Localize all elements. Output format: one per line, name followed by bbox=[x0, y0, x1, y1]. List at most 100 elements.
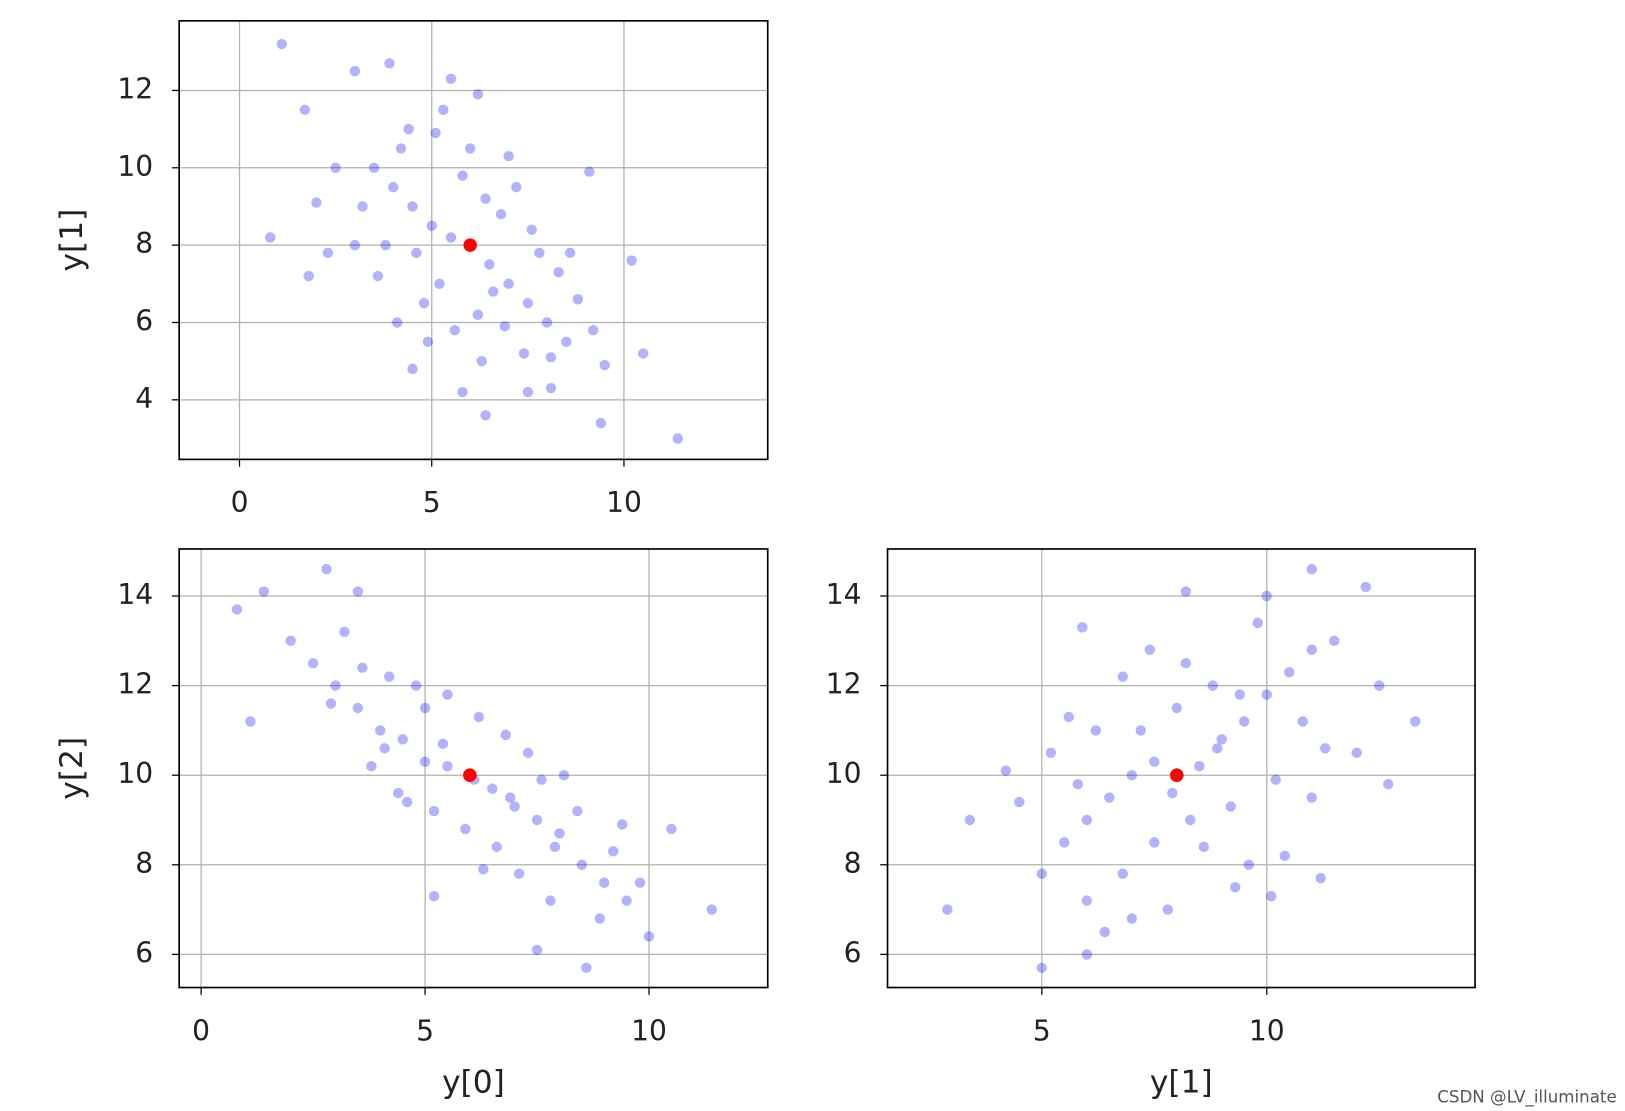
point bbox=[445, 73, 457, 85]
point bbox=[561, 336, 572, 348]
panel: 5 10 6 8 10 12 14 y[1] bbox=[826, 548, 1476, 1100]
point bbox=[401, 796, 413, 808]
point bbox=[1360, 581, 1371, 593]
point bbox=[1126, 769, 1138, 781]
point bbox=[1117, 868, 1129, 879]
axes-frame bbox=[886, 548, 1476, 989]
axes-frame bbox=[178, 20, 769, 461]
point bbox=[1149, 837, 1160, 848]
point bbox=[1225, 801, 1236, 812]
point bbox=[322, 247, 334, 259]
point bbox=[1185, 814, 1196, 826]
point bbox=[545, 352, 557, 363]
point bbox=[1198, 841, 1209, 853]
point bbox=[349, 239, 361, 251]
point bbox=[1180, 657, 1191, 669]
point bbox=[442, 689, 453, 700]
point bbox=[1320, 743, 1331, 754]
axes-frame bbox=[178, 548, 769, 989]
point bbox=[434, 278, 445, 290]
point bbox=[522, 386, 534, 398]
point bbox=[321, 563, 332, 575]
point bbox=[621, 895, 632, 906]
point bbox=[499, 321, 510, 332]
point bbox=[1167, 787, 1178, 799]
point bbox=[1171, 702, 1182, 714]
point bbox=[1072, 778, 1084, 790]
point bbox=[491, 841, 502, 853]
point bbox=[422, 336, 434, 348]
point bbox=[366, 761, 377, 772]
point bbox=[1170, 768, 1184, 782]
point bbox=[503, 150, 514, 162]
x-tick-label: 10 bbox=[606, 486, 642, 519]
point bbox=[518, 348, 530, 359]
point bbox=[1230, 881, 1241, 893]
point bbox=[1266, 890, 1277, 902]
point bbox=[445, 232, 457, 243]
point bbox=[357, 662, 368, 673]
point bbox=[1104, 792, 1115, 803]
point bbox=[553, 267, 564, 278]
point bbox=[391, 317, 403, 328]
point bbox=[534, 247, 545, 259]
point bbox=[397, 734, 408, 745]
point bbox=[1306, 563, 1317, 575]
point bbox=[536, 774, 547, 785]
point bbox=[1212, 743, 1223, 754]
x-tick-label: 0 bbox=[231, 486, 249, 519]
figure: CSDN @LV_illuminate 0 5 10 4 6 8 10 12 y[1] 0 5 10 6… bbox=[54, 20, 1617, 1107]
x-tick-label: 5 bbox=[423, 486, 441, 519]
point bbox=[599, 877, 610, 888]
point bbox=[380, 239, 391, 251]
point bbox=[1135, 725, 1147, 736]
point bbox=[587, 325, 599, 336]
point bbox=[426, 220, 437, 232]
point bbox=[488, 286, 499, 297]
point bbox=[1194, 761, 1205, 772]
y-axis-label: y[1] bbox=[54, 209, 90, 272]
point bbox=[584, 166, 595, 177]
point bbox=[245, 716, 256, 727]
x-tick-label: 10 bbox=[1249, 1014, 1285, 1047]
point bbox=[1374, 680, 1385, 691]
point bbox=[1284, 666, 1295, 678]
point bbox=[407, 363, 418, 375]
point bbox=[449, 325, 461, 336]
point bbox=[595, 417, 607, 429]
point bbox=[1207, 680, 1218, 691]
point bbox=[1279, 850, 1290, 862]
point bbox=[706, 904, 717, 915]
y-tick-label: 6 bbox=[135, 304, 153, 337]
point bbox=[500, 729, 511, 741]
point bbox=[1117, 671, 1129, 682]
point bbox=[1180, 586, 1191, 597]
point bbox=[964, 814, 976, 826]
point bbox=[457, 170, 468, 181]
point bbox=[541, 317, 553, 328]
point bbox=[411, 247, 422, 259]
y-tick-label: 12 bbox=[117, 668, 153, 701]
point bbox=[478, 864, 489, 875]
y-tick-label: 4 bbox=[135, 382, 153, 415]
point bbox=[495, 208, 507, 220]
point bbox=[384, 58, 395, 69]
y-tick-label: 12 bbox=[826, 668, 862, 701]
point bbox=[352, 586, 364, 597]
point bbox=[395, 143, 407, 154]
point bbox=[472, 309, 484, 320]
y-tick-label: 8 bbox=[135, 847, 153, 880]
point bbox=[428, 805, 440, 817]
point bbox=[616, 819, 628, 830]
point bbox=[1261, 590, 1272, 602]
point bbox=[1216, 734, 1227, 745]
point bbox=[339, 626, 350, 638]
point bbox=[307, 657, 319, 669]
x-axis-label: y[0] bbox=[442, 1064, 505, 1100]
watermark: CSDN @LV_illuminate bbox=[1437, 1087, 1616, 1107]
point bbox=[276, 38, 288, 50]
y-tick-label: 10 bbox=[117, 150, 153, 183]
point bbox=[357, 201, 368, 212]
point bbox=[419, 702, 431, 714]
